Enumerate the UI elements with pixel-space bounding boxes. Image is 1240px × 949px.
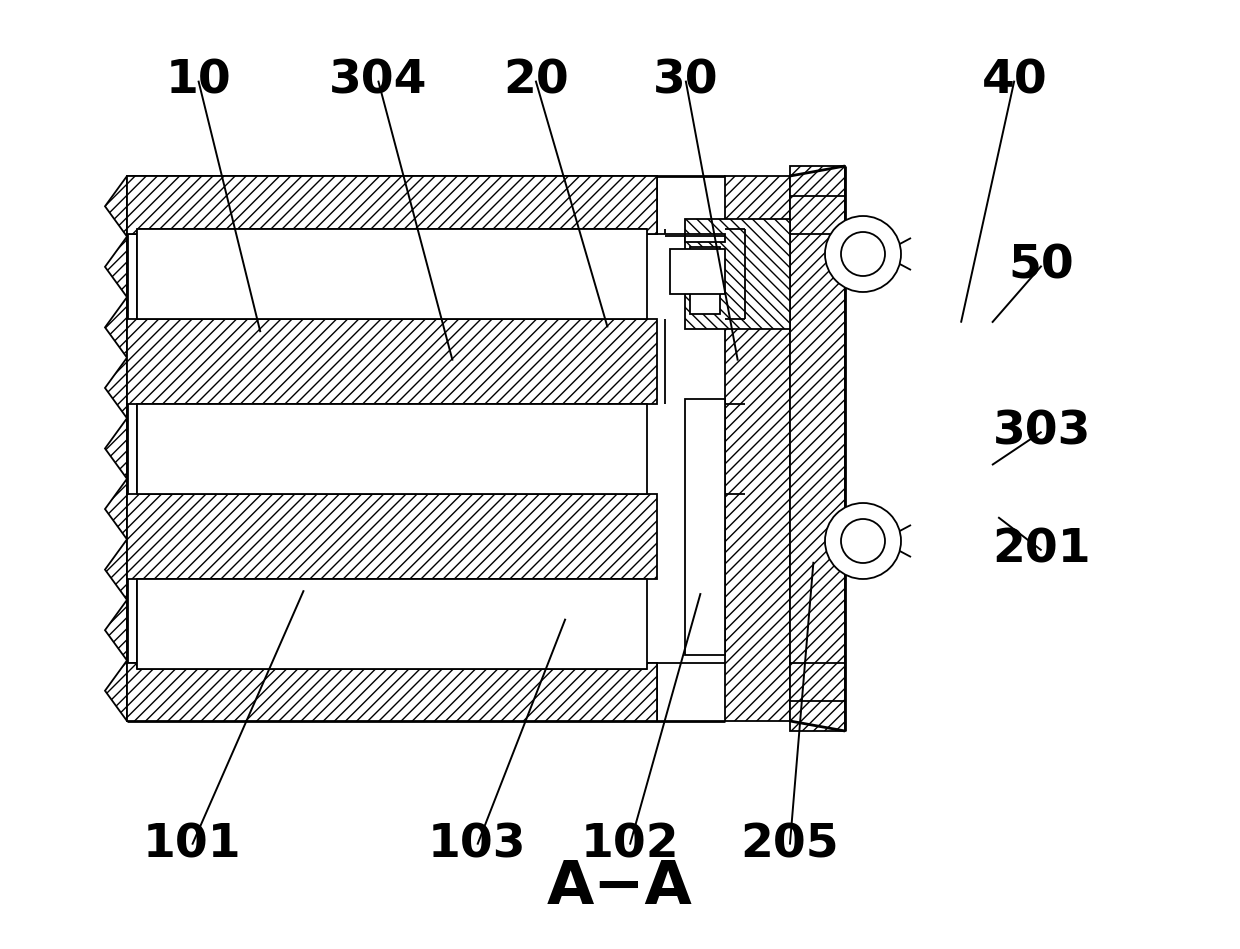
Bar bbox=[136, 579, 647, 669]
Text: 304: 304 bbox=[329, 58, 428, 103]
Bar bbox=[126, 494, 657, 579]
Text: 102: 102 bbox=[580, 822, 680, 867]
Text: 303: 303 bbox=[992, 409, 1091, 455]
Bar bbox=[126, 176, 657, 234]
Text: 10: 10 bbox=[165, 58, 232, 103]
Circle shape bbox=[825, 216, 901, 292]
Bar bbox=[126, 663, 657, 721]
Bar bbox=[684, 234, 725, 242]
Bar bbox=[725, 176, 790, 721]
Text: 205: 205 bbox=[740, 822, 839, 867]
Circle shape bbox=[841, 232, 885, 276]
Bar bbox=[684, 219, 790, 329]
Polygon shape bbox=[105, 176, 126, 721]
Text: 20: 20 bbox=[502, 58, 569, 103]
Text: 103: 103 bbox=[428, 822, 527, 867]
Text: 101: 101 bbox=[143, 822, 242, 867]
Bar bbox=[126, 669, 657, 681]
Bar bbox=[684, 399, 725, 655]
Text: A−A: A−A bbox=[547, 858, 693, 917]
Bar bbox=[790, 166, 844, 731]
Text: 50: 50 bbox=[1008, 243, 1075, 288]
Bar bbox=[126, 319, 657, 404]
Bar bbox=[670, 249, 725, 294]
Bar bbox=[136, 229, 647, 319]
Bar bbox=[136, 404, 647, 494]
Bar bbox=[126, 176, 657, 234]
Bar bbox=[126, 663, 657, 721]
Text: 30: 30 bbox=[653, 58, 718, 103]
Text: 201: 201 bbox=[992, 528, 1091, 573]
Text: 40: 40 bbox=[981, 58, 1048, 103]
Circle shape bbox=[825, 503, 901, 579]
Bar bbox=[126, 217, 657, 229]
Bar bbox=[689, 247, 720, 314]
Circle shape bbox=[841, 519, 885, 563]
